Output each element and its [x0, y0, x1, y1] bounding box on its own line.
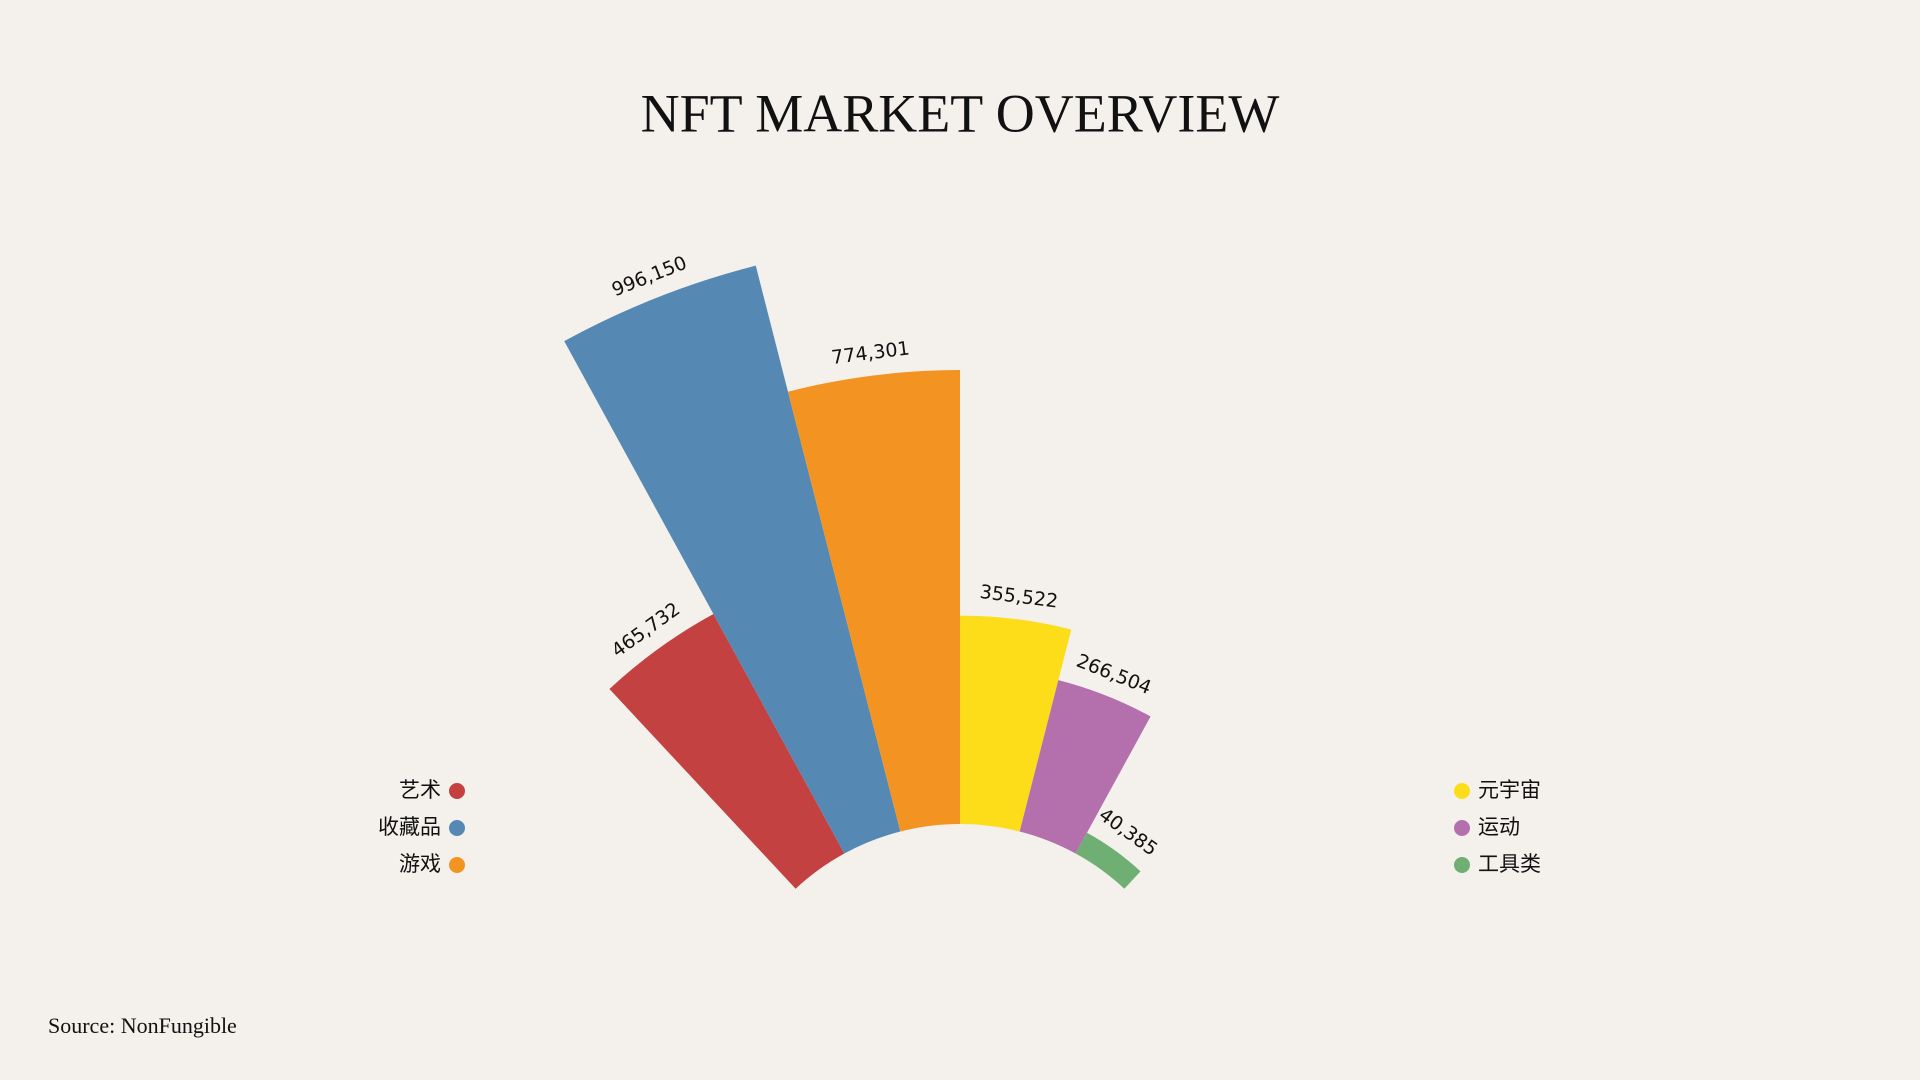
legend-label[interactable]: 元宇宙 — [1478, 778, 1541, 802]
legend-marker[interactable] — [449, 857, 465, 873]
bar-sector — [1019, 680, 1151, 854]
legend-label[interactable]: 艺术 — [399, 778, 441, 802]
legend-marker[interactable] — [1454, 820, 1470, 836]
bar-sector — [564, 265, 901, 854]
legend-marker[interactable] — [1454, 783, 1470, 799]
bar-sector — [609, 613, 845, 889]
legend-label[interactable]: 运动 — [1478, 815, 1520, 839]
bar-sector — [787, 370, 960, 832]
legend-marker[interactable] — [449, 820, 465, 836]
legend-label[interactable]: 工具类 — [1478, 852, 1541, 876]
chart-title: NFT MARKET OVERVIEW — [641, 83, 1280, 143]
legend-marker[interactable] — [1454, 857, 1470, 873]
source: Source: NonFungible — [48, 1013, 237, 1038]
legend-label[interactable]: 收藏品 — [378, 815, 441, 839]
bar-sector — [960, 615, 1072, 832]
legend-label[interactable]: 游戏 — [399, 852, 441, 876]
bar-sector — [1075, 832, 1141, 889]
legend-marker[interactable] — [449, 783, 465, 799]
